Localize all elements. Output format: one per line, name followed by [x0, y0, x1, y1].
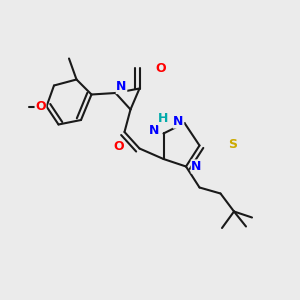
Text: N: N	[149, 124, 160, 137]
Text: O: O	[113, 140, 124, 154]
Text: H: H	[158, 112, 169, 125]
Text: N: N	[173, 115, 184, 128]
Text: N: N	[191, 160, 202, 173]
Text: O: O	[35, 100, 46, 113]
Text: N: N	[116, 80, 127, 94]
Text: S: S	[228, 137, 237, 151]
Text: O: O	[155, 62, 166, 76]
